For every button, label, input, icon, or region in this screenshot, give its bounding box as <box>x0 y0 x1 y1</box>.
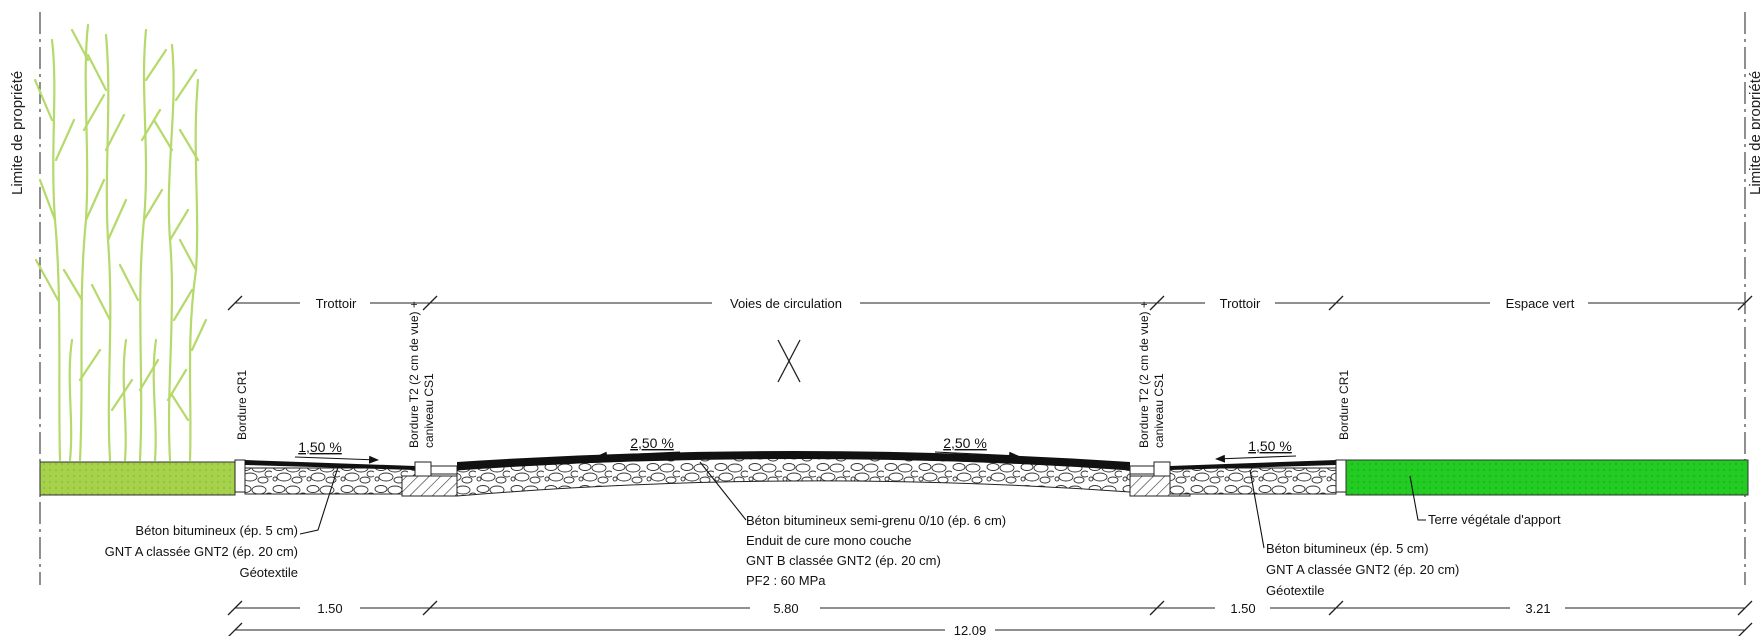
hedge-soil-strip <box>39 461 236 496</box>
roadway-asphalt <box>457 451 1130 470</box>
layers-left-2: GNT A classée GNT2 (ép. 20 cm) <box>105 544 298 559</box>
slope-arrow-lane-right <box>934 451 1019 460</box>
hedge-illustration <box>33 23 208 462</box>
sidewalk-right-asphalt <box>1170 460 1336 470</box>
zone-sidewalk-left-label: Trottoir <box>316 296 357 311</box>
dim-sidewalk-right: 1.50 <box>1230 601 1255 616</box>
dim-total: 12.09 <box>954 623 987 636</box>
layers-right-1: Béton bitumineux (ép. 5 cm) <box>1266 541 1429 556</box>
zone-green-space-label: Espace vert <box>1506 296 1575 311</box>
curb-t2-right-label-line1: Bordure T2 (2 cm de vue) + <box>1137 301 1151 448</box>
curb-t2-left-label-line1: Bordure T2 (2 cm de vue) + <box>407 301 421 448</box>
property-limit-right-label: Limite de propriété <box>1747 71 1760 195</box>
gutter-cs1-left-top <box>430 465 458 475</box>
dim-sidewalk-left: 1.50 <box>317 601 342 616</box>
gutter-cs1-right-top <box>1129 465 1155 475</box>
slope-arrow-sidewalk-right <box>1215 454 1297 463</box>
leader-topsoil <box>1409 475 1426 521</box>
layers-right-3: Géotextile <box>1266 583 1325 598</box>
curb-t2-right-label-line2: caniveau CS1 <box>1152 373 1166 448</box>
layers-left-3: Géotextile <box>239 565 298 580</box>
green-space-strip <box>1345 459 1749 496</box>
layers-center-1: Béton bitumineux semi-grenu 0/10 (ép. 6 … <box>746 513 1006 528</box>
crown-cross-symbol <box>777 339 801 383</box>
curb-t2-left-label-line2: caniveau CS1 <box>422 373 436 448</box>
sidewalk-left-asphalt <box>245 460 415 470</box>
slope-arrow-sidewalk-left <box>294 455 379 464</box>
dim-lanes: 5.80 <box>773 601 798 616</box>
curb-cr1-left <box>234 459 246 493</box>
sidewalk-right-gravel <box>1169 467 1337 495</box>
leader-layers-left <box>299 463 340 535</box>
topsoil-label: Terre végétale d'apport <box>1428 512 1561 527</box>
slope-sidewalk-right-label: 1,50 % <box>1248 438 1292 454</box>
layers-left-1: Béton bitumineux (ép. 5 cm) <box>135 523 298 538</box>
curb-cr1-left-label: Bordure CR1 <box>235 370 249 440</box>
leader-layers-center <box>699 461 747 521</box>
property-limit-left-label: Limite de propriété <box>9 71 26 195</box>
zone-dimension-row <box>227 295 1753 311</box>
slope-sidewalk-left-label: 1,50 % <box>298 439 342 455</box>
layers-right-2: GNT A classée GNT2 (ép. 20 cm) <box>1266 562 1459 577</box>
slope-arrow-lane-left <box>597 451 681 460</box>
sidewalk-left-gravel <box>244 467 416 495</box>
slope-lane-left-label: 2,50 % <box>630 435 674 451</box>
curb-t2-left <box>414 461 432 477</box>
gutter-cs1-left <box>401 475 458 497</box>
layers-center-4: PF2 : 60 MPa <box>746 573 826 588</box>
dim-green-space: 3.21 <box>1525 601 1550 616</box>
leader-layers-right <box>1249 469 1265 549</box>
bottom-dimension-row <box>227 600 1753 636</box>
curb-t2-right <box>1153 461 1171 477</box>
slope-lane-right-label: 2,50 % <box>943 435 987 451</box>
zone-lanes-label: Voies de circulation <box>730 296 842 311</box>
curb-cr1-right-label: Bordure CR1 <box>1337 370 1351 440</box>
zone-sidewalk-right-label: Trottoir <box>1220 296 1261 311</box>
layers-center-2: Enduit de cure mono couche <box>746 533 912 548</box>
curb-cr1-right <box>1335 459 1347 493</box>
layers-center-3: GNT B classée GNT2 (ép. 20 cm) <box>746 553 941 568</box>
